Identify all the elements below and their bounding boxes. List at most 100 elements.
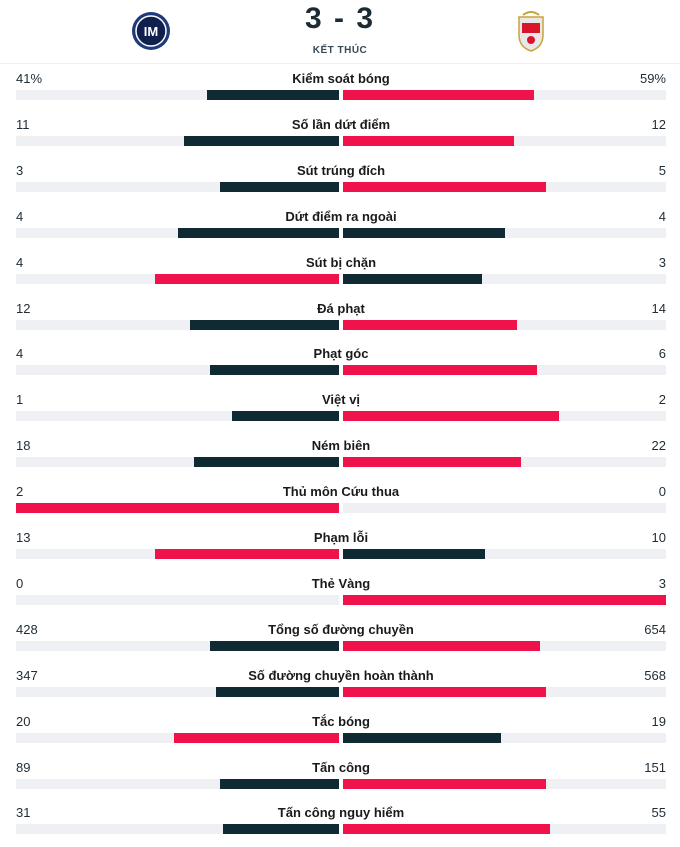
away-stat-bar-track <box>343 549 666 559</box>
stat-row: 89 Tấn công 151 <box>16 753 666 799</box>
stat-row: 12 Đá phạt 14 <box>16 294 666 340</box>
away-stat-bar-track <box>343 90 666 100</box>
away-stat-bar <box>343 640 541 651</box>
home-stat-bar-track <box>16 319 339 330</box>
home-stat-value: 1 <box>16 392 24 408</box>
away-stat-value: 12 <box>651 116 666 132</box>
away-stat-value: 14 <box>651 300 666 316</box>
home-stat-value: 41% <box>16 71 43 86</box>
home-stat-value: 2 <box>16 484 24 500</box>
stat-row: 1 Việt vị 2 <box>16 385 666 431</box>
stat-row: 4 Sút bị chặn 3 <box>16 248 666 294</box>
stat-name: Số đường chuyền hoàn thành <box>248 667 434 683</box>
stat-name: Tổng số đường chuyền <box>268 621 414 637</box>
home-stat-bar-track <box>16 824 339 835</box>
away-stat-bar-track <box>343 686 666 697</box>
away-stat-bar-track <box>343 503 666 514</box>
away-stat-bar <box>343 824 550 835</box>
stat-row: 347 Số đường chuyền hoàn thành 568 <box>16 661 666 707</box>
away-stat-bar-track <box>343 824 666 835</box>
home-stat-bar-track <box>16 640 339 651</box>
away-stat-bar-track <box>343 273 666 284</box>
stat-row: 2 Thủ môn Cứu thua 0 <box>16 477 666 523</box>
home-stat-bar-track <box>16 181 339 192</box>
away-stat-bar-track <box>343 135 666 146</box>
home-stat-bar <box>183 135 339 146</box>
away-stat-bar <box>343 457 521 468</box>
away-stat-value: 654 <box>644 621 666 637</box>
home-stat-bar-track <box>16 135 339 146</box>
home-stat-value: 11 <box>16 116 30 132</box>
away-stat-value: 3 <box>658 575 666 591</box>
home-stat-value: 4 <box>16 346 24 362</box>
home-stat-bar-track <box>16 365 339 376</box>
benfica-logo[interactable] <box>508 8 554 54</box>
home-stat-bar <box>232 411 339 422</box>
away-stat-bar-track <box>343 227 666 238</box>
home-stat-bar-track <box>16 227 339 238</box>
inter-logo[interactable]: IM <box>128 8 174 54</box>
stat-row: 18 Ném biên 22 <box>16 431 666 477</box>
stat-row: 4 Dứt điểm ra ngoài 4 <box>16 202 666 248</box>
stat-name: Số lần dứt điểm <box>291 116 391 132</box>
home-stat-bar-track <box>16 594 339 605</box>
stat-name: Tấn công nguy hiểm <box>277 805 405 821</box>
away-stat-bar-track <box>343 181 666 192</box>
home-stat-bar <box>222 824 339 835</box>
home-stat-value: 428 <box>16 621 38 637</box>
home-stat-value: 0 <box>16 575 24 591</box>
home-stat-bar-track <box>16 90 339 100</box>
away-stat-value: 59% <box>639 71 666 86</box>
home-stat-value: 31 <box>16 805 31 821</box>
away-stat-value: 5 <box>658 162 666 178</box>
stat-name: Sút trúng đích <box>296 162 386 178</box>
home-stat-bar-track <box>16 503 339 514</box>
home-stat-bar <box>174 732 339 743</box>
home-stat-value: 3 <box>16 162 24 178</box>
stat-name: Dứt điểm ra ngoài <box>285 208 397 224</box>
stat-name: Tấn công <box>312 759 370 775</box>
stat-row: 11 Số lần dứt điểm 12 <box>16 110 666 156</box>
away-stat-bar <box>343 273 482 284</box>
away-stat-bar <box>343 365 537 376</box>
home-stat-bar <box>219 181 339 192</box>
stat-row: 428 Tổng số đường chuyền 654 <box>16 615 666 661</box>
home-stat-bar <box>190 319 339 330</box>
home-stat-bar <box>219 778 339 789</box>
home-stat-bar <box>216 686 339 697</box>
away-stat-bar-track <box>343 594 666 605</box>
stat-row: 0 Thẻ Vàng 3 <box>16 569 666 615</box>
away-stat-value: 2 <box>658 392 666 408</box>
home-stat-bar <box>154 273 339 284</box>
away-stat-bar <box>343 732 502 743</box>
stat-name: Tắc bóng <box>312 713 370 729</box>
stat-name: Thẻ Vàng <box>311 575 371 591</box>
away-stat-bar-track <box>343 457 666 468</box>
home-stat-value: 18 <box>16 438 31 454</box>
match-header: IM 3 - 3 KẾT THÚC <box>0 0 680 64</box>
away-stat-value: 151 <box>644 759 666 775</box>
stat-name: Đá phạt <box>317 300 365 316</box>
match-status: KẾT THÚC <box>312 45 368 56</box>
away-stat-bar <box>343 549 486 559</box>
away-stat-value: 3 <box>658 254 666 270</box>
home-stat-value: 347 <box>16 667 38 683</box>
home-stat-value: 89 <box>16 759 31 775</box>
home-stat-value: 4 <box>16 208 24 224</box>
away-stat-bar <box>343 181 547 192</box>
home-stat-value: 20 <box>16 713 31 729</box>
home-stat-bar <box>209 640 339 651</box>
away-stat-bar <box>343 411 560 422</box>
home-stat-bar <box>206 90 339 100</box>
away-stat-bar-track <box>343 778 666 789</box>
home-stat-value: 13 <box>16 530 31 545</box>
home-stat-bar-track <box>16 273 339 284</box>
home-stat-value: 12 <box>16 300 31 316</box>
away-stat-value: 0 <box>658 484 666 500</box>
away-stat-bar-track <box>343 319 666 330</box>
home-stat-bar-track <box>16 686 339 697</box>
stat-row: 13 Phạm lỗi 10 <box>16 523 666 569</box>
home-stat-bar <box>209 365 339 376</box>
home-stat-bar <box>154 549 339 559</box>
home-stat-bar-track <box>16 778 339 789</box>
